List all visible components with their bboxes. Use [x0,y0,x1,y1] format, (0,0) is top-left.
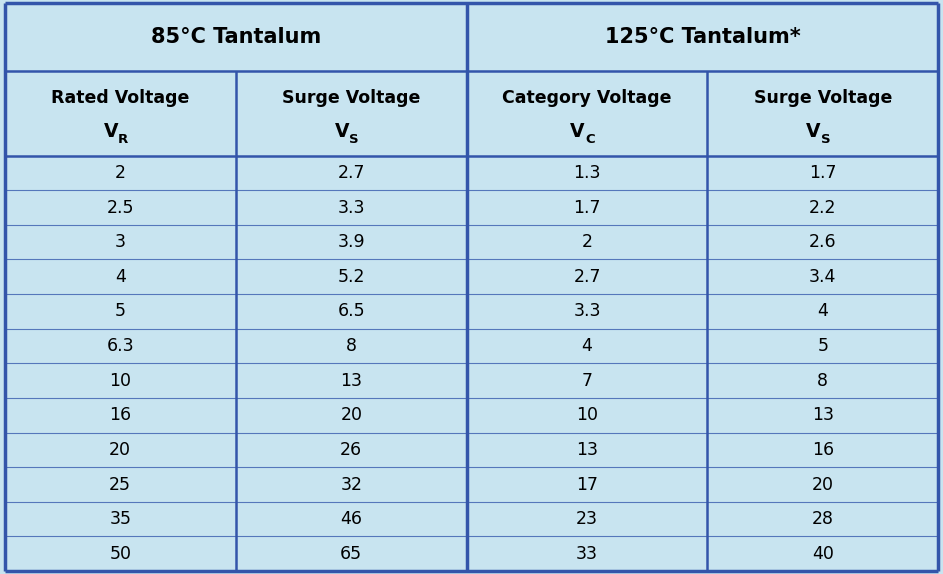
Text: 20: 20 [109,441,131,459]
Text: V: V [104,122,118,141]
Text: 17: 17 [576,475,598,494]
Text: 32: 32 [340,475,362,494]
Text: 2.7: 2.7 [573,267,601,286]
Text: 2.5: 2.5 [107,199,134,216]
Text: 16: 16 [812,441,834,459]
Text: 28: 28 [812,510,834,528]
Text: 85°C Tantalum: 85°C Tantalum [151,27,321,46]
Text: 46: 46 [340,510,362,528]
Text: Surge Voltage: Surge Voltage [282,89,421,107]
Text: R: R [118,133,128,146]
Text: 2.7: 2.7 [338,164,365,182]
Text: 1.7: 1.7 [573,199,601,216]
Text: Surge Voltage: Surge Voltage [753,89,892,107]
Text: 7: 7 [582,371,592,390]
Text: 3.9: 3.9 [338,233,365,251]
Text: 1.3: 1.3 [573,164,601,182]
Text: 50: 50 [109,545,131,563]
Text: C: C [585,133,595,146]
Text: V: V [571,122,585,141]
Text: 2.6: 2.6 [809,233,836,251]
Text: 13: 13 [576,441,598,459]
Text: 20: 20 [812,475,834,494]
Text: 4: 4 [818,302,828,320]
Text: 8: 8 [818,371,828,390]
Text: 5: 5 [818,337,828,355]
Text: 4: 4 [115,267,125,286]
Text: S: S [820,133,831,146]
Text: 2: 2 [115,164,125,182]
Text: 5.2: 5.2 [338,267,365,286]
Text: 3.3: 3.3 [573,302,601,320]
Text: Rated Voltage: Rated Voltage [51,89,190,107]
Text: 16: 16 [109,406,131,424]
Text: 26: 26 [340,441,362,459]
Text: 3.4: 3.4 [809,267,836,286]
Text: 6.5: 6.5 [338,302,365,320]
Text: 40: 40 [812,545,834,563]
Text: 10: 10 [109,371,131,390]
Text: V: V [806,122,820,141]
Text: 65: 65 [340,545,362,563]
Text: 35: 35 [109,510,131,528]
Text: 4: 4 [582,337,592,355]
Text: 10: 10 [576,406,598,424]
Text: Category Voltage: Category Voltage [503,89,671,107]
Text: 3: 3 [115,233,125,251]
Text: 13: 13 [812,406,834,424]
Text: 2.2: 2.2 [809,199,836,216]
Text: 125°C Tantalum*: 125°C Tantalum* [604,27,801,46]
Text: 6.3: 6.3 [107,337,134,355]
Text: 13: 13 [340,371,362,390]
Text: 3.3: 3.3 [338,199,365,216]
Text: 1.7: 1.7 [809,164,836,182]
Text: 2: 2 [582,233,592,251]
Text: V: V [335,122,349,141]
Text: S: S [349,133,359,146]
Text: 33: 33 [576,545,598,563]
Text: 20: 20 [340,406,362,424]
Text: 8: 8 [346,337,356,355]
Text: 23: 23 [576,510,598,528]
Text: 25: 25 [109,475,131,494]
Text: 5: 5 [115,302,125,320]
